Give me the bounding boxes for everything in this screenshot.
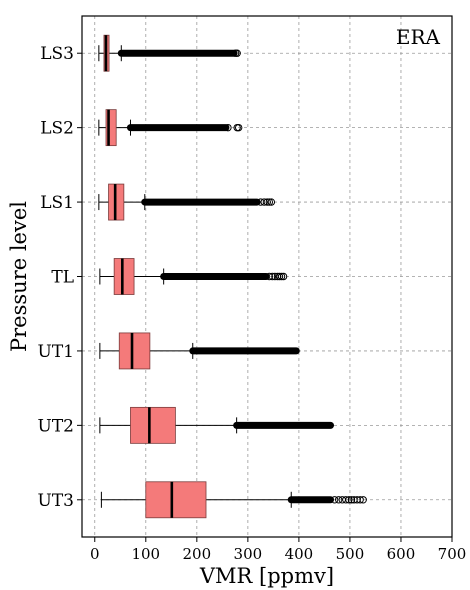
x-tick-label: 100 [131,545,160,563]
outlier-point [267,198,276,206]
x-axis-title: VMR [ppmv] [199,564,334,588]
outlier-point [233,49,241,57]
outlier-point [277,272,286,281]
outlier-point [224,123,232,132]
outlier-point [275,272,284,281]
panel-label: ERA [396,25,441,49]
y-tick-label: UT2 [38,416,74,436]
y-tick-label: TL [51,268,74,288]
y-tick-label: UT1 [38,342,74,362]
outlier-point [265,198,273,206]
box-ut2 [99,406,335,444]
outlier-point [268,272,277,281]
outlier-point [347,496,356,504]
x-tick-label: 0 [90,545,100,563]
x-tick-label: 500 [336,545,365,563]
x-tick-label: 700 [438,545,467,563]
x-tick-label: 400 [285,545,314,563]
x-tick-label: 300 [234,545,263,563]
y-tick-label: UT3 [38,491,74,511]
axis-ticks: 0 100 200 300 400 500 600 700 LS3 LS2 LS1 TL UT1 UT2 U… [38,44,467,563]
box-ls2 [98,109,243,147]
y-tick-label: LS3 [40,44,74,64]
outlier-point [260,198,268,206]
outlier-point [335,496,343,504]
x-tick-label: 600 [387,545,416,563]
outlier-point [342,496,350,504]
iqr-box [113,258,135,295]
y-axis-title: Pressure level [7,201,31,352]
outlier-point [345,496,353,504]
iqr-box [118,332,151,370]
box-ut1 [99,332,300,370]
y-tick-label: LS1 [40,193,74,213]
box-tl [99,258,288,295]
outlier-point [265,272,273,281]
box-ls3 [98,34,241,72]
iqr-box [145,481,207,519]
outlier-point [359,496,367,504]
box-ls1 [98,183,276,221]
box-ut3 [100,481,367,519]
outlier-point [263,198,271,206]
outlier-point [279,272,288,281]
boxes [98,34,367,519]
outlier-point [330,496,339,504]
x-tick-label: 200 [183,545,212,563]
iqr-box [130,406,176,444]
outlier-point [356,496,364,504]
y-tick-label: LS2 [40,119,74,139]
outlier-point [234,123,243,132]
iqr-box [105,109,117,147]
